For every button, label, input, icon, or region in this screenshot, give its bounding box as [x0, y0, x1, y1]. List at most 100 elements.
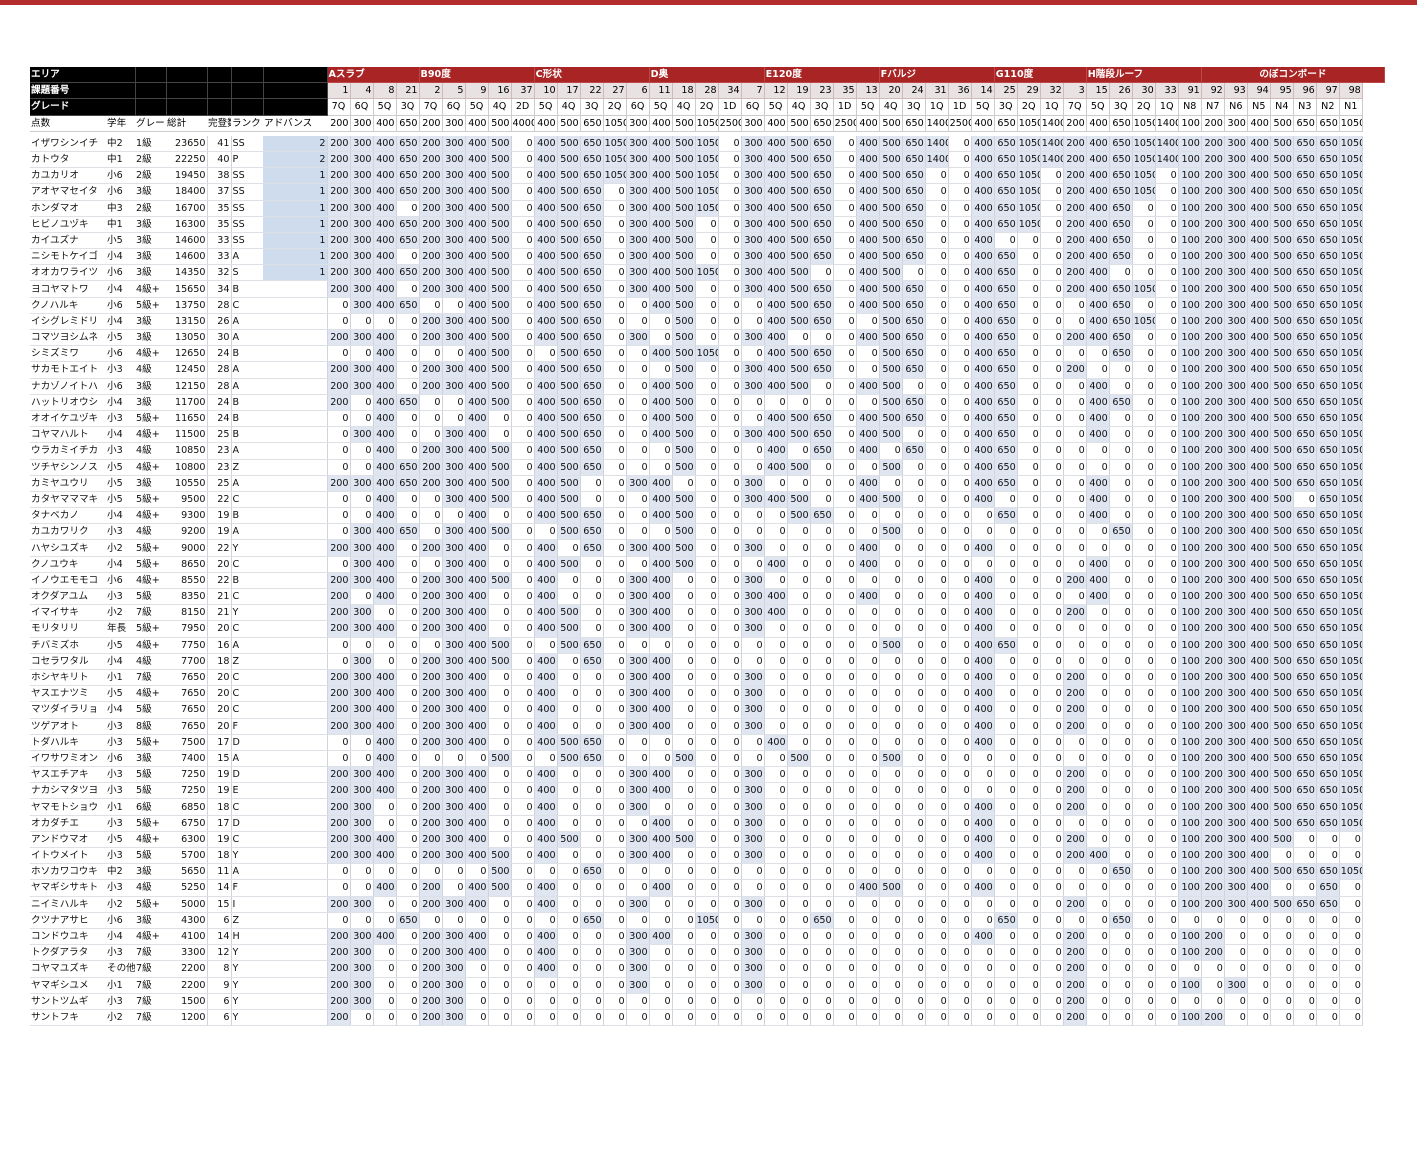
score-cell: 100	[1178, 297, 1202, 314]
score-cell: 0	[1017, 313, 1041, 331]
score-cell: 400	[465, 815, 489, 832]
score-cell: 650	[902, 200, 926, 217]
score-cell: 0	[994, 572, 1018, 590]
score-cell: 0	[1316, 993, 1340, 1010]
score-cell: 300	[741, 928, 765, 946]
score-cell: 0	[626, 523, 650, 541]
score-cell: 400	[465, 442, 489, 460]
score-cell: 0	[879, 993, 903, 1010]
rank: C	[231, 701, 263, 719]
score-cell: 300	[741, 151, 765, 169]
score-cell: 300	[741, 798, 765, 816]
score-cell: 650	[580, 378, 604, 395]
school-year: 小3	[106, 588, 135, 606]
problem-grade: 1Q	[925, 98, 949, 116]
score-cell: 0	[1155, 928, 1179, 946]
score-cell: 400	[534, 297, 558, 314]
score-cell: 100	[1178, 766, 1202, 784]
score-cell: 400	[856, 297, 880, 314]
score-cell: 0	[695, 442, 719, 460]
score-cell: 0	[902, 637, 926, 654]
score-cell: 200	[327, 361, 351, 379]
score-cell: 0	[856, 750, 880, 768]
school-year: 小6	[106, 572, 135, 590]
score-cell: 100	[1178, 507, 1202, 525]
score-cell: 0	[1109, 896, 1133, 913]
score-cell: 650	[902, 410, 926, 428]
score-cell: 0	[787, 863, 811, 881]
score-cell: 300	[442, 782, 466, 800]
score-cell: 0	[1316, 831, 1340, 849]
score-cell: 0	[902, 685, 926, 703]
score-cell: 650	[1109, 394, 1133, 411]
score-cell: 0	[1132, 750, 1156, 768]
score-cell: 0	[1155, 831, 1179, 849]
score-cell: 0	[1017, 944, 1041, 962]
score-cell: 0	[1017, 798, 1041, 816]
score-cell: 200	[327, 151, 351, 169]
sends-count: 40	[207, 151, 232, 169]
score-cell: 0	[856, 685, 880, 703]
total-score: 23650	[166, 135, 208, 152]
problem-grade: 3Q	[396, 98, 420, 116]
school-year: 小6	[106, 378, 135, 395]
score-cell: 0	[1155, 879, 1179, 897]
score-cell: 200	[1063, 928, 1087, 946]
score-cell: 0	[1086, 718, 1110, 735]
problem-grade: 2Q	[1017, 98, 1041, 116]
score-cell: 200	[419, 1009, 443, 1027]
score-cell: 0	[327, 426, 351, 444]
score-cell: 0	[718, 912, 742, 929]
score-cell: 100	[1178, 345, 1202, 363]
school-year: 小1	[106, 669, 135, 687]
score-cell: 0	[1040, 815, 1064, 832]
score-cell: 300	[442, 588, 466, 606]
score-cell: 0	[672, 685, 696, 703]
score-cell: 300	[1224, 669, 1248, 687]
score-cell: 300	[626, 977, 650, 994]
score-cell: 200	[1201, 475, 1225, 492]
score-cell: 650	[1316, 183, 1340, 201]
score-cell: 500	[557, 183, 581, 201]
score-cell: 0	[695, 329, 719, 347]
climber-name: タナベカノ	[30, 507, 106, 525]
score-cell: 400	[534, 701, 558, 719]
climber-name: ナカゾノイトハ	[30, 378, 106, 395]
table-row: クツナアサヒ 小6 3級 4300 6 Z 0 0 0 650 0 0 0 0 0 0 0 650 0 0 0 0 105 0…	[30, 912, 1385, 929]
score-cell: 0	[1086, 928, 1110, 946]
climber-grade: 4級	[135, 653, 166, 670]
score-cell: 0	[1017, 378, 1041, 395]
score-cell: 0	[580, 588, 604, 606]
score-cell: 0	[971, 1009, 995, 1027]
score-cell: 400	[1086, 280, 1110, 298]
total-score: 6750	[166, 815, 208, 832]
score-cell: 0	[672, 588, 696, 606]
score-cell: 650	[994, 426, 1018, 444]
score-cell: 300	[350, 475, 374, 492]
score-cell: 0	[925, 588, 949, 606]
score-cell: 650	[580, 248, 604, 266]
score-cell: 0	[902, 459, 926, 476]
sends-count: 11	[207, 863, 232, 881]
score-cell: 0	[948, 232, 972, 250]
score-cell: 0	[396, 718, 420, 735]
climber-grade: 7級	[135, 669, 166, 687]
score-cell: 0	[1155, 847, 1179, 865]
score-cell: 200	[419, 944, 443, 962]
rank: E	[231, 782, 263, 800]
score-cell: 500	[879, 297, 903, 314]
score-cell: 500	[672, 410, 696, 428]
score-cell: 0	[603, 442, 627, 460]
score-cell: 400	[1247, 815, 1271, 832]
score-cell: 0	[511, 200, 535, 217]
score-cell: 0	[1040, 523, 1064, 541]
climber-name: オオカワライツ	[30, 264, 106, 282]
score-cell: 650	[580, 637, 604, 654]
score-cell: 0	[787, 620, 811, 638]
